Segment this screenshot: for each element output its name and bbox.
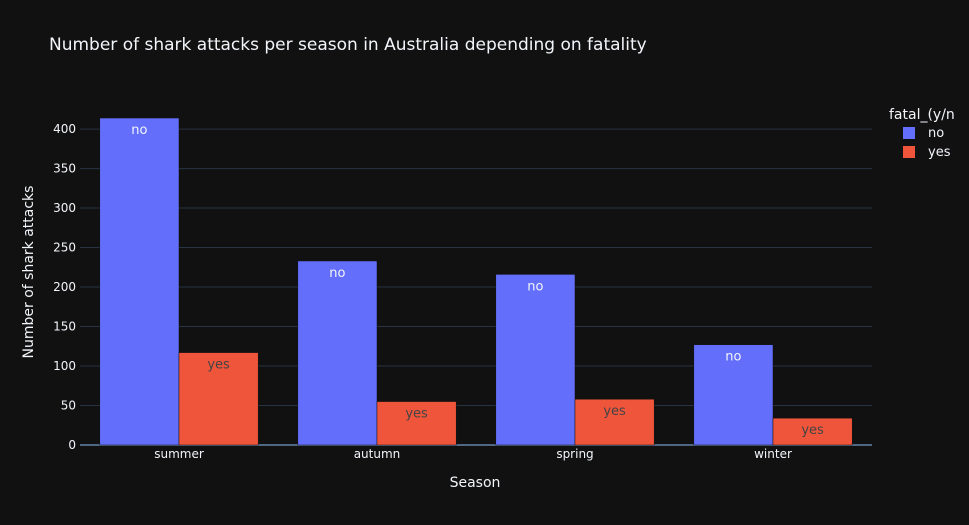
bar-group[interactable]: [99, 117, 853, 446]
x-tick-label-summer: summer: [154, 447, 204, 461]
y-tick-label: 50: [61, 399, 76, 413]
legend-title: fatal_(y/n: [889, 107, 955, 123]
y-axis-ticks: 0 50 100 150 200 250 300 350 400: [53, 122, 76, 452]
y-tick-label: 400: [53, 122, 76, 136]
y-axis-title: Number of shark attacks: [21, 186, 37, 359]
y-tick-label: 100: [53, 359, 76, 373]
x-axis-ticks: summer autumn spring winter: [154, 447, 792, 461]
y-tick-label: 200: [53, 280, 76, 294]
y-tick-label: 250: [53, 241, 76, 255]
bar-label-yes-autumn: yes: [405, 407, 428, 422]
x-tick-label-spring: spring: [556, 447, 593, 461]
x-tick-label-autumn: autumn: [354, 447, 401, 461]
bar-label-no-winter: no: [725, 350, 741, 365]
legend[interactable]: fatal_(y/n no yes: [889, 107, 955, 160]
bar-label-yes-spring: yes: [603, 404, 626, 419]
bar-label-no-summer: no: [131, 123, 147, 138]
legend-item-no[interactable]: no: [928, 126, 944, 141]
legend-item-yes[interactable]: yes: [928, 145, 951, 160]
legend-swatch-no[interactable]: [903, 127, 915, 139]
chart-title: Number of shark attacks per season in Au…: [49, 35, 647, 55]
bar-label-yes-summer: yes: [207, 358, 230, 373]
bar-label-yes-winter: yes: [801, 423, 824, 438]
bar-yes-winter[interactable]: [772, 417, 853, 446]
x-tick-label-winter: winter: [754, 447, 792, 461]
bar-label-no-spring: no: [527, 279, 543, 294]
y-tick-label: 300: [53, 201, 76, 215]
y-tick-label: 0: [68, 438, 76, 452]
y-tick-label: 350: [53, 162, 76, 176]
legend-swatch-yes[interactable]: [903, 146, 915, 158]
bar-label-no-autumn: no: [329, 266, 345, 281]
bar-yes-summer[interactable]: [178, 352, 259, 446]
bar-no-autumn[interactable]: [297, 260, 378, 446]
y-tick-label: 150: [53, 320, 76, 334]
bar-yes-spring[interactable]: [574, 398, 655, 446]
bar-no-winter[interactable]: [693, 344, 774, 446]
bar-no-spring[interactable]: [495, 274, 576, 446]
bar-yes-autumn[interactable]: [376, 401, 457, 446]
bar-labels: no yes no yes no yes no yes: [131, 123, 824, 438]
x-axis-title: Season: [450, 475, 501, 491]
bar-no-summer[interactable]: [99, 117, 180, 446]
